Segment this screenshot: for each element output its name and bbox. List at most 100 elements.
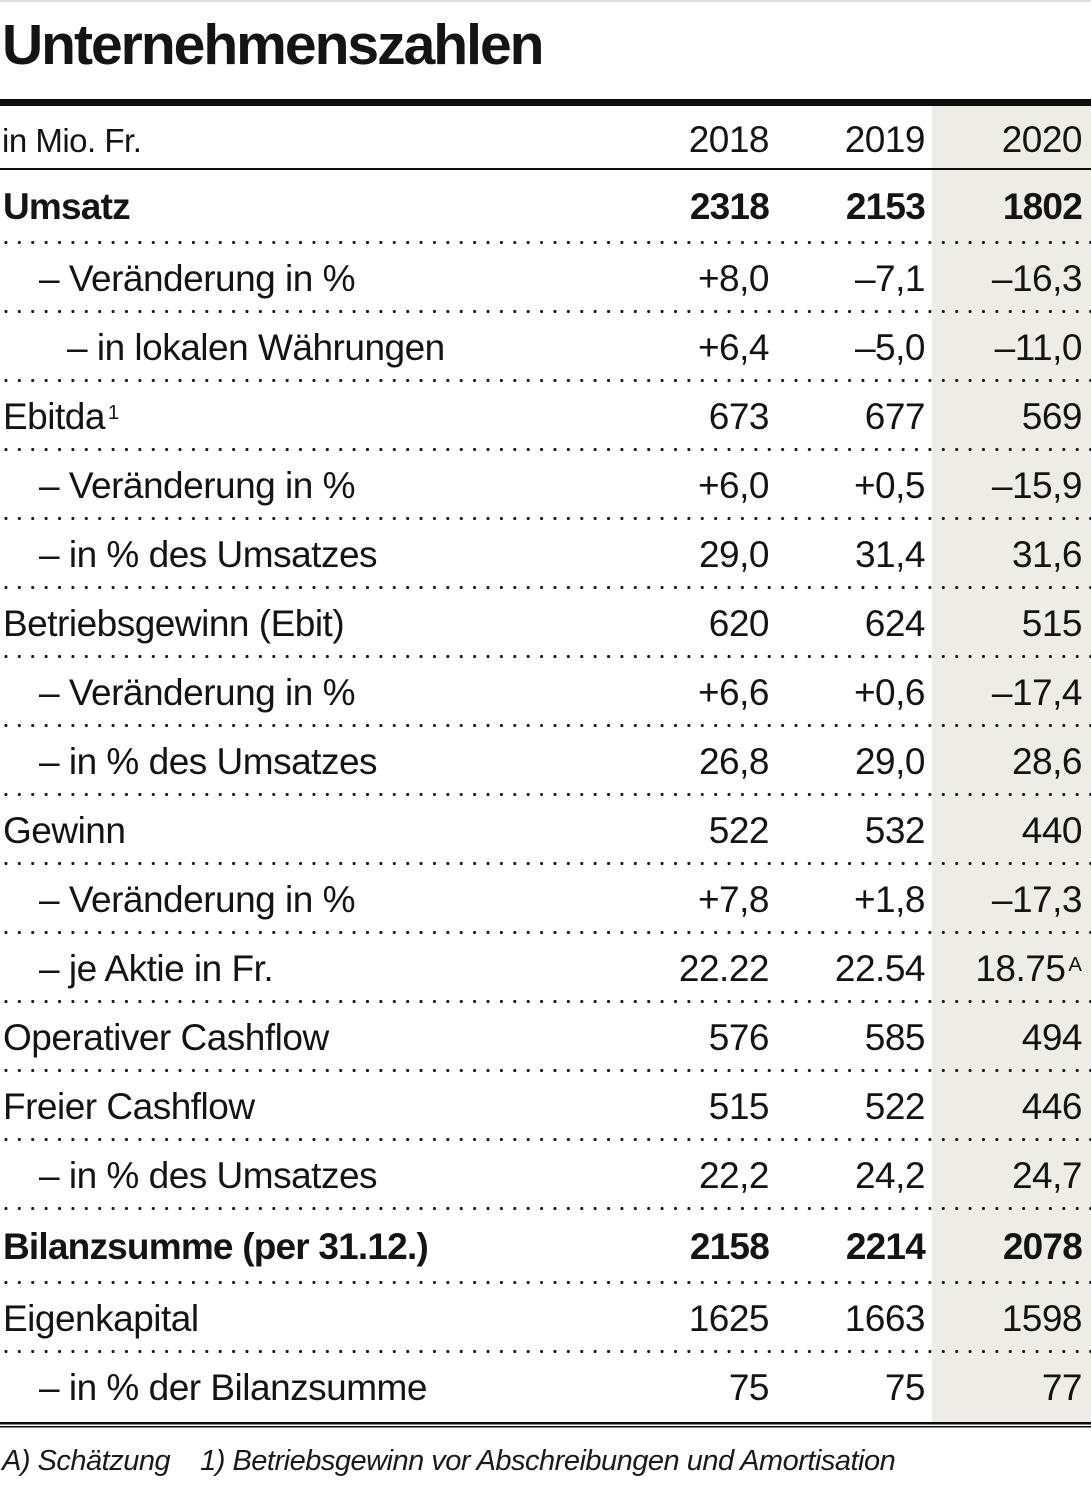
- row-label: – in % des Umsatzes: [39, 740, 378, 782]
- cell-2018: +6,4: [697, 326, 770, 368]
- cell-2018: 1625: [688, 1297, 770, 1339]
- column-header-2020: 2020: [1001, 119, 1083, 160]
- cell-2020: –17,3: [991, 878, 1083, 920]
- row-label: – Veränderung in %: [39, 671, 356, 713]
- cell-2019: 522: [864, 1085, 926, 1127]
- row-label: Ebitda 1: [3, 395, 120, 437]
- table-row: – in lokalen Währungen +6,4 –5,0 –11,0: [0, 313, 1091, 382]
- cell-2019: –5,0: [854, 326, 926, 368]
- row-label: – Veränderung in %: [39, 257, 356, 299]
- cell-2019: –7,1: [854, 257, 926, 299]
- cell-2020: 446: [1021, 1085, 1083, 1127]
- row-label: – in % der Bilanzsumme: [39, 1366, 427, 1408]
- cell-2019: 22.54: [834, 947, 926, 989]
- cell-2018: 22,2: [698, 1154, 770, 1196]
- cell-2020: –17,4: [991, 671, 1083, 713]
- table-row: Umsatz 2318 2153 1802: [0, 170, 1091, 244]
- table-row: Betriebsgewinn (Ebit) 620 624 515: [0, 589, 1091, 658]
- table-row: – in % der Bilanzsumme 75 75 77: [0, 1353, 1091, 1422]
- cell-2019: 624: [864, 602, 926, 644]
- cell-2018: 2158: [689, 1226, 770, 1267]
- table-row: Bilanzsumme (per 31.12.) 2158 2214 2078: [0, 1210, 1091, 1284]
- table-body: Umsatz 2318 2153 1802 – Veränderung in %…: [0, 170, 1091, 1422]
- table-row: – in % des Umsatzes 29,0 31,4 31,6: [0, 520, 1091, 589]
- row-label: – in % des Umsatzes: [39, 533, 378, 575]
- cell-2020: 1598: [1001, 1297, 1083, 1339]
- row-label: – in % des Umsatzes: [39, 1154, 378, 1196]
- row-label: – Veränderung in %: [39, 878, 356, 920]
- cell-2019: 677: [864, 395, 926, 437]
- cell-2018: 75: [728, 1366, 770, 1408]
- row-label: Bilanzsumme (per 31.12.): [3, 1226, 429, 1267]
- table-row: – Veränderung in % +6,0 +0,5 –15,9: [0, 451, 1091, 520]
- table-row: Operativer Cashflow 576 585 494: [0, 1003, 1091, 1072]
- cell-2018: 26,8: [698, 740, 770, 782]
- cell-2019: 585: [864, 1016, 926, 1058]
- cell-2020: 31,6: [1011, 533, 1083, 575]
- table-row: – in % des Umsatzes 26,8 29,0 28,6: [0, 727, 1091, 796]
- cell-2018: 2318: [689, 186, 770, 227]
- cell-2019: 75: [884, 1366, 926, 1408]
- unit-label: in Mio. Fr.: [2, 122, 142, 159]
- row-label: – in lokalen Währungen: [67, 326, 445, 368]
- cell-2020: 24,7: [1011, 1154, 1083, 1196]
- cell-2020: 77: [1041, 1366, 1083, 1408]
- footnotes: A) Schätzung 1) Betriebsgewinn vor Abschr…: [0, 1445, 1091, 1478]
- cell-2020: –15,9: [991, 464, 1083, 506]
- superscript-marker: A: [1068, 954, 1082, 977]
- title-divider: [0, 99, 1091, 106]
- cell-2018: 522: [708, 809, 770, 851]
- cell-2018: +6,6: [697, 671, 770, 713]
- cell-2018: 620: [708, 602, 770, 644]
- cell-2020: 1802: [1002, 186, 1083, 227]
- cell-2018: 576: [708, 1016, 770, 1058]
- cell-2018: 22.22: [678, 947, 770, 989]
- cell-2020: 569: [1021, 395, 1083, 437]
- cell-2020: 18.75 A: [975, 947, 1082, 989]
- row-label: Operativer Cashflow: [3, 1016, 329, 1058]
- cell-2019: 2214: [845, 1226, 926, 1267]
- row-label: – je Aktie in Fr.: [39, 947, 274, 989]
- column-header-2018: 2018: [688, 119, 770, 160]
- cell-2019: 31,4: [854, 533, 926, 575]
- column-header-2019: 2019: [844, 119, 926, 160]
- page-title: Unternehmenszahlen: [2, 13, 544, 77]
- cell-2019: 29,0: [854, 740, 926, 782]
- table-row: Freier Cashflow 515 522 446: [0, 1072, 1091, 1141]
- cell-2018: 515: [708, 1085, 770, 1127]
- cell-2019: +1,8: [853, 878, 926, 920]
- cell-2019: +0,6: [853, 671, 926, 713]
- bottom-divider: [0, 1422, 1091, 1428]
- cell-2020: 28,6: [1011, 740, 1083, 782]
- row-label: Eigenkapital: [3, 1297, 199, 1339]
- cell-2019: 2153: [845, 186, 926, 227]
- footnote-estimate: A) Schätzung: [2, 1445, 171, 1477]
- cell-2020: 2078: [1002, 1226, 1083, 1267]
- cell-2018: +7,8: [697, 878, 770, 920]
- footnote-ebitda-definition: 1) Betriebsgewinn vor Abschreibungen und…: [200, 1445, 896, 1477]
- table-row: – Veränderung in % +8,0 –7,1 –16,3: [0, 244, 1091, 313]
- cell-2018: +6,0: [697, 464, 770, 506]
- cell-2019: 24,2: [854, 1154, 926, 1196]
- row-label: – Veränderung in %: [39, 464, 356, 506]
- cell-2020: –16,3: [991, 257, 1083, 299]
- cell-2020: –11,0: [994, 326, 1083, 368]
- cell-2020: 440: [1021, 809, 1083, 851]
- row-label: Betriebsgewinn (Ebit): [3, 602, 345, 644]
- cell-2020: 494: [1021, 1016, 1083, 1058]
- table-row: Eigenkapital 1625 1663 1598: [0, 1284, 1091, 1353]
- table-row: Ebitda 1 673 677 569: [0, 382, 1091, 451]
- table-row: – Veränderung in % +6,6 +0,6 –17,4: [0, 658, 1091, 727]
- cell-2019: 532: [864, 809, 926, 851]
- table-row: Gewinn 522 532 440: [0, 796, 1091, 865]
- top-divider: [0, 0, 1091, 2]
- cell-2018: 673: [708, 395, 770, 437]
- table-header-row: in Mio. Fr. 2018 2019 2020: [0, 106, 1091, 170]
- table-row: – je Aktie in Fr. 22.22 22.54 18.75 A: [0, 934, 1091, 1003]
- row-label: Umsatz: [3, 186, 131, 227]
- table-row: – Veränderung in % +7,8 +1,8 –17,3: [0, 865, 1091, 934]
- cell-2019: 1663: [844, 1297, 926, 1339]
- table-row: – in % des Umsatzes 22,2 24,2 24,7: [0, 1141, 1091, 1210]
- cell-2018: 29,0: [698, 533, 770, 575]
